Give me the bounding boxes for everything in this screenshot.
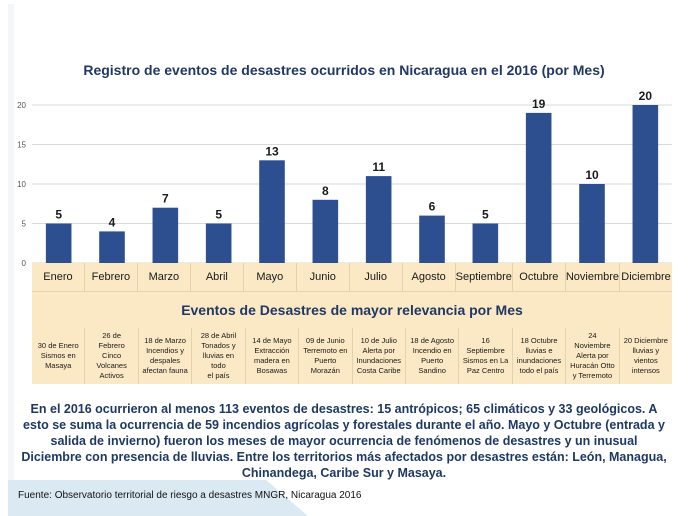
bar-febrero bbox=[99, 231, 125, 263]
y-tick-label: 5 bbox=[22, 220, 27, 229]
bar-mayo bbox=[259, 160, 285, 263]
bar-marzo bbox=[152, 207, 179, 263]
footer-band bbox=[8, 480, 308, 516]
event-cell: 24 Noviembre Alerta por Huracán Otto y T… bbox=[566, 328, 620, 384]
x-tick-label: Noviembre bbox=[566, 263, 621, 291]
event-cell: 18 de Agosto Incendio en Puerto Sandino bbox=[406, 328, 460, 384]
bar-agosto bbox=[419, 215, 445, 263]
bar-enero bbox=[45, 223, 72, 263]
month-labels-row: Enero Febrero Marzo Abril Mayo Junio Julio Agos… bbox=[32, 263, 672, 291]
data-label: 5 bbox=[482, 208, 489, 222]
data-label: 7 bbox=[162, 192, 169, 206]
side-decoration bbox=[8, 4, 14, 480]
bar-chart: 0 5 10 15 20 5 4 7 5 13 8 11 6 5 19 10 20 bbox=[17, 89, 672, 268]
events-section-title: Eventos de Desastres de mayor relevancia… bbox=[32, 291, 672, 329]
y-tick-label: 20 bbox=[17, 101, 26, 110]
x-tick-label: Abril bbox=[191, 263, 244, 291]
y-tick-label: 0 bbox=[22, 259, 27, 268]
event-cell: 09 de Junio Terremoto en Puerto Morazán bbox=[299, 328, 353, 384]
event-cell: 14 de Mayo Extracción madera en Bosawas bbox=[246, 328, 300, 384]
event-cell: 10 de Julio Alerta por Inundaciones Cost… bbox=[353, 328, 406, 384]
event-cell: 16 Septiembre Sismos en La Paz Centro bbox=[459, 328, 513, 384]
bar-septiembre bbox=[472, 223, 499, 263]
bar-junio bbox=[312, 199, 339, 263]
x-tick-label: Diciembre bbox=[621, 271, 671, 283]
data-label: 5 bbox=[215, 208, 222, 222]
data-label: 8 bbox=[322, 184, 329, 198]
bar-abril bbox=[205, 223, 232, 263]
bar-julio bbox=[365, 176, 392, 263]
chart-title: Registro de eventos de desastres ocurrid… bbox=[83, 62, 605, 78]
event-cell: 20 Diciembre lluvias y vientos intensos bbox=[623, 336, 668, 375]
data-label: 10 bbox=[585, 168, 599, 182]
event-cell: 30 de Enero Sismos en Masaya bbox=[32, 328, 86, 384]
x-tick-label: Septiembre bbox=[456, 263, 513, 291]
summary-text: En el 2016 ocurrieron al menos 113 event… bbox=[21, 402, 667, 480]
x-tick-label: Junio bbox=[297, 263, 350, 291]
data-label: 11 bbox=[372, 160, 385, 174]
events-row: 30 de Enero Sismos en Masaya 26 de Febrer… bbox=[32, 328, 672, 384]
event-cell: 18 Octubre lluvias e inundaciones todo e… bbox=[513, 328, 567, 384]
event-cell: 28 de Abril Tonados y lluvias en todo el… bbox=[192, 328, 246, 384]
x-tick-label: Agosto bbox=[403, 263, 456, 291]
x-tick-label: Julio bbox=[350, 263, 403, 291]
data-label: 6 bbox=[429, 200, 436, 214]
bar-octubre bbox=[525, 112, 552, 264]
data-label: 19 bbox=[532, 97, 546, 111]
y-tick-label: 15 bbox=[17, 141, 26, 150]
x-tick-label: Enero bbox=[32, 263, 85, 291]
x-tick-label: Febrero bbox=[85, 263, 138, 291]
x-tick-label: Mayo bbox=[244, 263, 297, 291]
data-label: 13 bbox=[265, 144, 279, 158]
y-tick-label: 10 bbox=[17, 180, 26, 189]
data-label: 5 bbox=[55, 208, 62, 222]
data-label: 4 bbox=[109, 215, 116, 229]
bar-noviembre bbox=[579, 184, 605, 263]
event-cell: 26 de Febrero Cinco Volcanes Activos bbox=[85, 328, 139, 384]
x-tick-label: Octubre bbox=[513, 263, 566, 291]
source-note: Fuente: Observatorio territorial de ries… bbox=[18, 490, 362, 501]
event-cell: 18 de Marzo Incendios y despales afectan… bbox=[139, 328, 193, 384]
x-tick-label: Marzo bbox=[138, 263, 191, 291]
bar-diciembre bbox=[632, 105, 659, 263]
data-label: 20 bbox=[639, 89, 653, 103]
